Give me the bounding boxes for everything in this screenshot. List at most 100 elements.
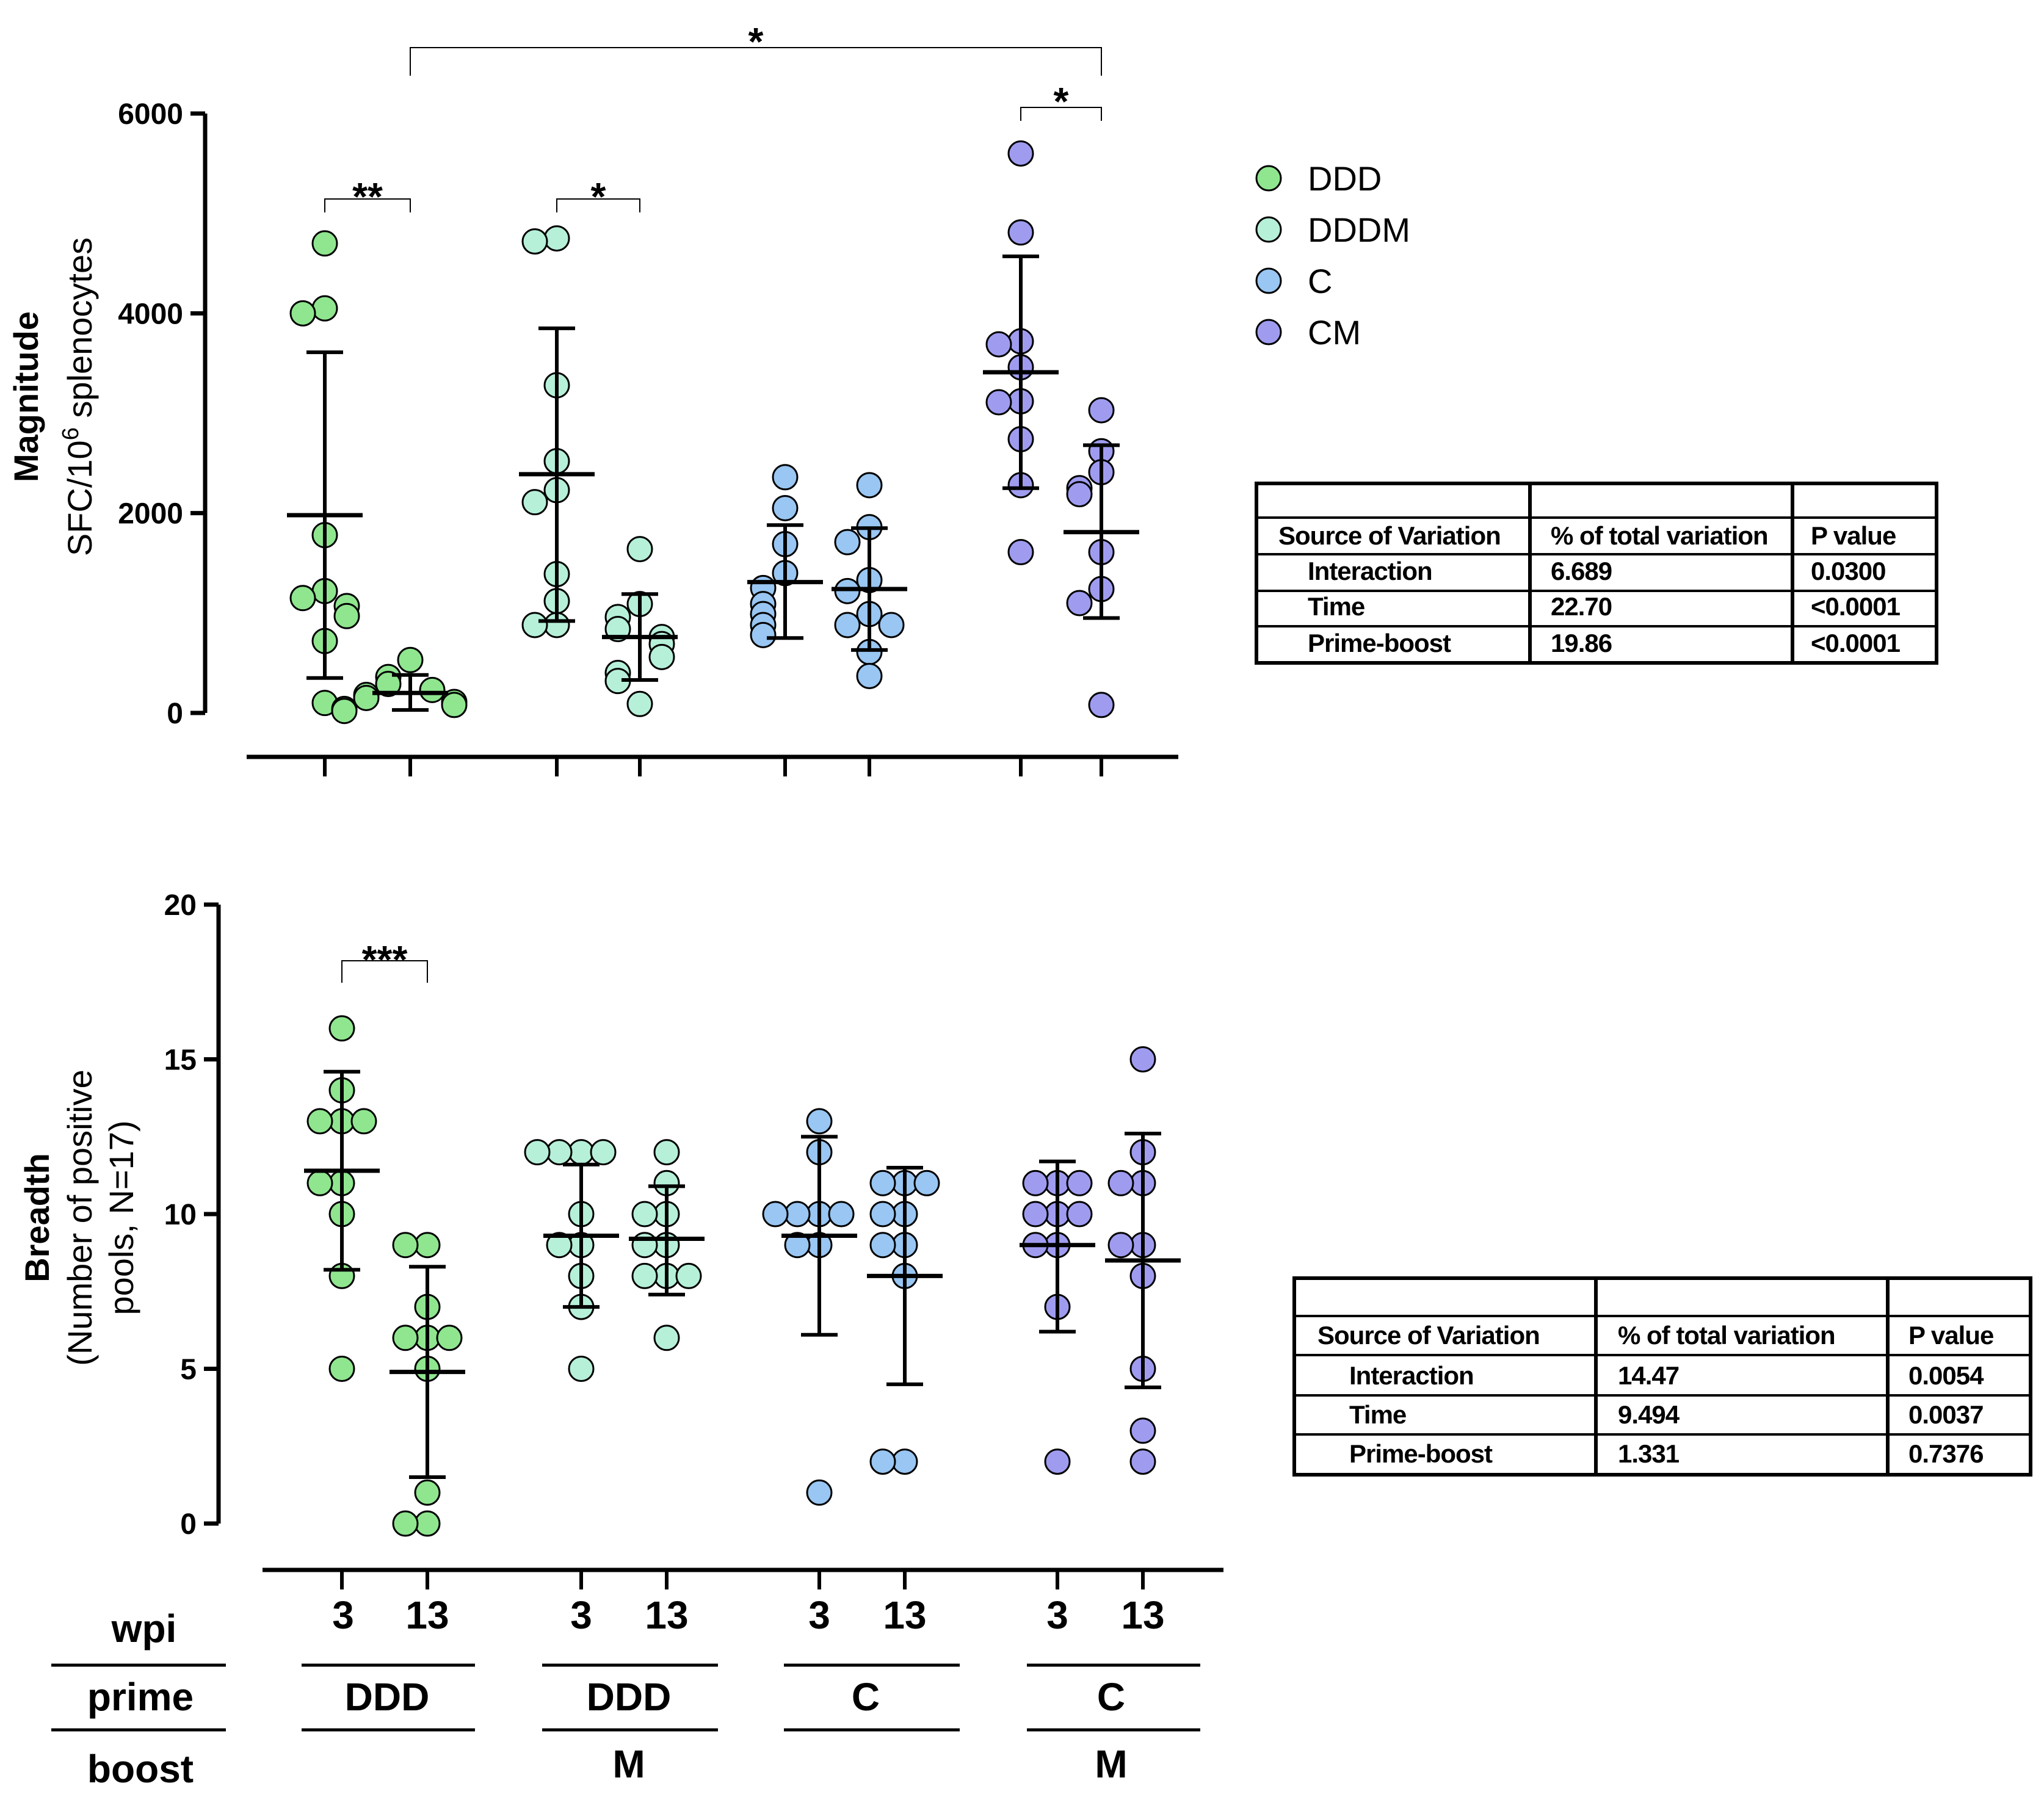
significance-label: * (748, 20, 764, 63)
footer-prime-value: C (852, 1675, 880, 1719)
y-tick-label: 20 (164, 889, 197, 922)
footer-wpi-value: 3 (570, 1593, 592, 1637)
data-point (834, 612, 861, 638)
significance-label: * (591, 175, 606, 219)
breadth-table-cell: 0.0037 (1908, 1400, 1983, 1429)
data-point (772, 494, 799, 521)
footer-prime-label: prime (87, 1675, 194, 1719)
legend-item-dddm: DDDM (1255, 211, 1410, 249)
data-point (750, 621, 777, 648)
data-point (1022, 1170, 1049, 1196)
legend-marker-cm (1255, 319, 1282, 345)
data-point (1088, 397, 1115, 424)
significance-bracket (1020, 107, 1102, 121)
breadth-table-header-source: Source of Variation (1317, 1321, 1540, 1350)
significance-label: *** (362, 938, 408, 982)
data-point (856, 472, 883, 499)
data-point (392, 1325, 419, 1351)
data-point (441, 692, 468, 718)
magnitude-table-border (1255, 482, 1938, 665)
data-point (546, 1139, 573, 1166)
breadth-ylabel-line2: pools, N=17) (102, 1120, 140, 1315)
data-point (1007, 219, 1034, 246)
magnitude-table-cell: <0.0001 (1811, 629, 1901, 657)
data-point (772, 464, 799, 491)
significance-bracket (324, 198, 411, 212)
footer-wpi-value: 13 (405, 1593, 449, 1637)
magnitude-table-header-variation: % of total variation (1551, 521, 1768, 550)
y-tick-label: 5 (180, 1354, 197, 1386)
footer-wpi-value: 13 (645, 1593, 688, 1637)
magnitude-table-header-pvalue: P value (1811, 521, 1896, 550)
data-point (626, 536, 653, 563)
data-point (328, 1015, 355, 1042)
magnitude-table-header-source: Source of Variation (1278, 521, 1501, 550)
data-point (985, 331, 1012, 358)
data-point (524, 1139, 551, 1166)
data-point (521, 489, 548, 516)
breadth-table-cell: 0.0054 (1908, 1361, 1984, 1390)
group-legend-footer: wpi prime boost 3 13 3 13 3 13 3 13 DDD … (51, 1593, 1200, 1791)
data-point (306, 1108, 333, 1135)
magnitude-table-cell: Time (1308, 592, 1364, 621)
data-point (856, 662, 883, 689)
breadth-table-header-pvalue: P value (1908, 1321, 1993, 1350)
legend: DDD DDDM C CM (1255, 159, 1410, 352)
data-point (1007, 140, 1034, 167)
footer-prime-value: C (1097, 1675, 1125, 1719)
significance-label: * (1054, 79, 1069, 123)
data-point (891, 1448, 918, 1475)
footer-boost-label: boost (87, 1747, 194, 1791)
data-point (869, 1170, 896, 1196)
y-tick-label: 2000 (118, 498, 183, 530)
data-point (353, 684, 380, 711)
data-point (328, 1356, 355, 1382)
data-point (1066, 1170, 1093, 1196)
significance-bracket (410, 47, 1102, 76)
breadth-ylabel-bold: Breadth (18, 1153, 56, 1282)
footer-wpi-value: 13 (1121, 1593, 1164, 1637)
magnitude-table-cell: 19.86 (1551, 629, 1612, 657)
breadth-table-border (1292, 1276, 2032, 1477)
significance-bracket (556, 198, 640, 212)
data-point (1066, 481, 1093, 508)
footer-wpi-value: 3 (1046, 1593, 1068, 1637)
data-point (631, 1232, 658, 1259)
data-point (392, 1510, 419, 1537)
footer-wpi-label: wpi (111, 1607, 177, 1651)
data-point (289, 585, 316, 612)
data-point (1044, 1448, 1071, 1475)
data-point (806, 1108, 833, 1135)
data-point (784, 1201, 811, 1228)
breadth-ylabel-line1: (Number of positive (60, 1069, 99, 1366)
significance-label: ** (352, 175, 383, 219)
data-point (1066, 590, 1093, 616)
data-point (648, 643, 675, 670)
data-point (878, 612, 905, 638)
legend-marker-dddm (1255, 216, 1282, 243)
magnitude-ylabel-units: SFC/106 splenocytes (58, 237, 99, 556)
magnitude-table-cell: Interaction (1308, 557, 1432, 585)
data-point (397, 646, 424, 673)
breadth-table-cell: 1.331 (1618, 1439, 1680, 1468)
data-point (568, 1356, 595, 1382)
data-point (631, 1201, 658, 1228)
magnitude-panel: Magnitude SFC/106 splenocytes 0 2000 4000 6… (7, 20, 1178, 776)
magnitude-table-cell: <0.0001 (1811, 592, 1901, 621)
data-point (521, 228, 548, 255)
data-point (543, 225, 570, 252)
data-point (1129, 1046, 1156, 1072)
y-tick-label: 15 (164, 1044, 197, 1077)
breadth-table-cell: 14.47 (1618, 1361, 1679, 1390)
data-point (869, 1232, 896, 1259)
y-tick-label: 0 (180, 1508, 197, 1541)
legend-label-ddd: DDD (1308, 159, 1382, 198)
data-point (546, 1232, 573, 1259)
y-tick-label: 4000 (118, 298, 183, 330)
data-point (806, 1479, 833, 1506)
breadth-table-cell: 0.7376 (1908, 1439, 1983, 1468)
footer-boost-value: M (612, 1742, 645, 1786)
data-point (306, 1170, 333, 1196)
data-point (436, 1325, 463, 1351)
